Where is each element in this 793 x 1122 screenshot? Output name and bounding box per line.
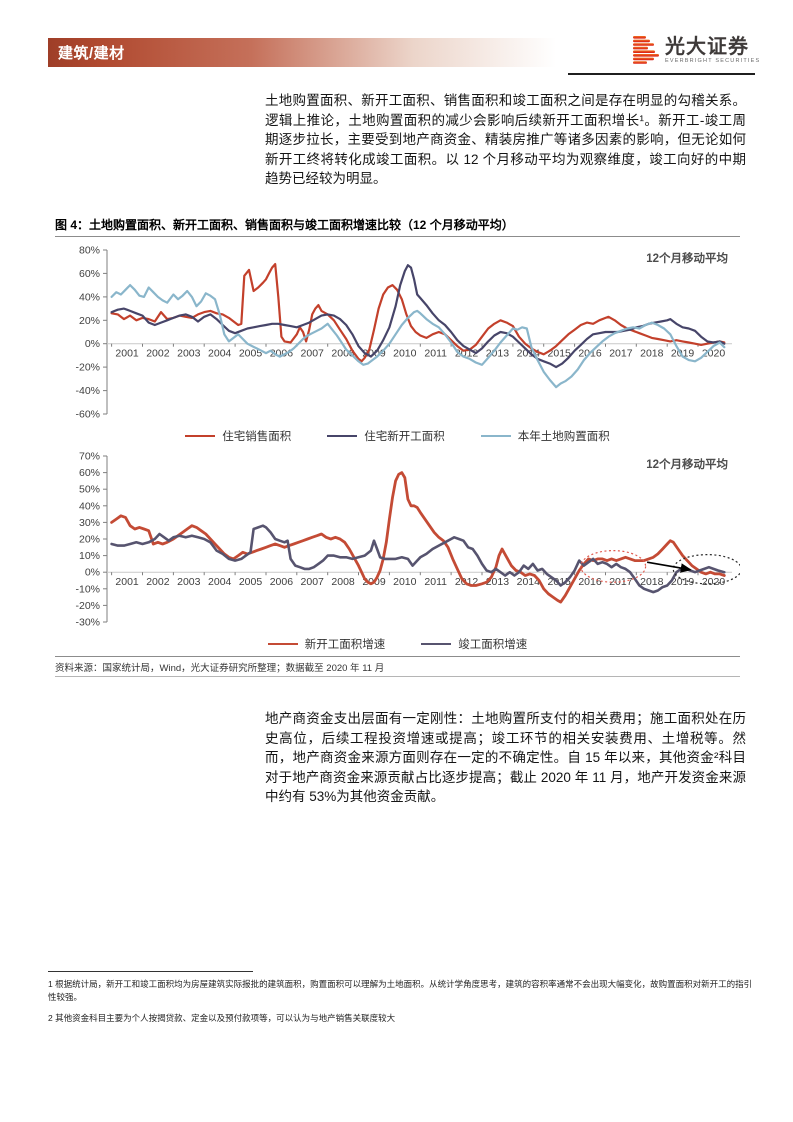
tick-label: 2016 bbox=[578, 576, 602, 588]
tick-label: 2005 bbox=[239, 576, 263, 588]
body-paragraph-2: 地产商资金支出层面有一定刚性：土地购置所支付的相关费用；施工面积处在历史高位，后… bbox=[265, 711, 746, 804]
tick-label: -30% bbox=[75, 617, 100, 629]
tick-label: 2007 bbox=[301, 348, 325, 360]
tick-label: 2003 bbox=[177, 576, 201, 588]
legend-swatch bbox=[185, 435, 216, 437]
tick-label: 50% bbox=[79, 484, 100, 496]
legend-swatch bbox=[480, 435, 511, 437]
brand-name: 光大证券 bbox=[665, 36, 749, 59]
tick-label: 30% bbox=[79, 517, 100, 529]
figure-title: 图 4：土地购置面积、新开工面积、销售面积与竣工面积增速比较（12 个月移动平均… bbox=[55, 218, 514, 232]
chart-inset-title: 12个月移动平均 bbox=[646, 251, 728, 265]
tick-label: 2004 bbox=[208, 348, 232, 360]
annotation-arrow bbox=[646, 561, 692, 573]
legend-swatch bbox=[421, 643, 452, 645]
section-title: 建筑/建材 bbox=[58, 45, 125, 62]
figure-source-note: 资料来源：国家统计局，Wind，光大证券研究所整理；数据截至 2020 年 11… bbox=[55, 663, 385, 674]
source-top-divider bbox=[55, 656, 740, 657]
tick-label: 2019 bbox=[671, 576, 695, 588]
tick-label: 2008 bbox=[331, 348, 355, 360]
figure-top-divider bbox=[55, 236, 740, 237]
tick-label: -60% bbox=[75, 409, 100, 421]
tick-label: 2017 bbox=[609, 348, 633, 360]
annotation-ellipse bbox=[580, 549, 647, 583]
tick-label: 10% bbox=[79, 550, 100, 562]
tick-label: 2005 bbox=[239, 348, 263, 360]
footnote-2: 2 其他资金科目主要为个人按揭贷款、定金以及预付款项等，可以认为与地产销售关联度… bbox=[48, 1013, 396, 1023]
tick-label: -10% bbox=[75, 583, 100, 595]
tick-label: -20% bbox=[75, 600, 100, 612]
brand-logo: 光大证券 EVERBRIGHT SECURITIES bbox=[633, 36, 760, 66]
series-line bbox=[110, 471, 726, 604]
legend-item: 本年土地购置面积 bbox=[480, 428, 610, 444]
legend-swatch bbox=[267, 643, 298, 645]
tick-label: 20% bbox=[79, 315, 100, 327]
tick-label: 80% bbox=[79, 245, 100, 257]
tick-label: 0% bbox=[85, 338, 100, 350]
tick-label: 2014 bbox=[517, 576, 541, 588]
tick-label: 2006 bbox=[270, 348, 294, 360]
chart-inset-title: 12个月移动平均 bbox=[646, 457, 728, 471]
tick-label: 60% bbox=[79, 467, 100, 479]
tick-label: 40% bbox=[79, 500, 100, 512]
body-paragraph-1: 土地购置面积、新开工面积、销售面积和竣工面积之间是存在明显的勾稽关系。逻辑上推论… bbox=[265, 93, 746, 186]
tick-label: 2017 bbox=[609, 576, 633, 588]
legend-item: 新开工面积增速 bbox=[267, 636, 386, 652]
legend-item: 竣工面积增速 bbox=[421, 636, 527, 652]
tick-label: -20% bbox=[75, 362, 100, 374]
legend-label: 新开工面积增速 bbox=[304, 639, 386, 651]
tick-label: 2018 bbox=[640, 348, 664, 360]
tick-label: -40% bbox=[75, 385, 100, 397]
tick-label: 2006 bbox=[270, 576, 294, 588]
legend-label: 本年土地购置面积 bbox=[517, 431, 610, 443]
tick-label: 2007 bbox=[301, 576, 325, 588]
tick-label: 2019 bbox=[671, 348, 695, 360]
legend-item: 住宅新开工面积 bbox=[327, 428, 445, 444]
tick-label: 2002 bbox=[146, 348, 170, 360]
chart-canvas: 70% 60% 50% 40% 30% 20% 10% 0% -10% -20% -30% 2001 2… bbox=[75, 451, 742, 629]
tick-label: 2015 bbox=[548, 348, 572, 360]
tick-label: 60% bbox=[79, 268, 100, 280]
tick-label: 2004 bbox=[208, 576, 232, 588]
series-line bbox=[110, 284, 726, 389]
legend-label: 住宅销售面积 bbox=[222, 431, 292, 443]
chart-area-growth-comparison: 80% 60% 40% 20% 0% -20% -40% -60% 2001 2002 2003 20… bbox=[55, 242, 740, 444]
tick-label: 2003 bbox=[177, 348, 201, 360]
tick-label: 20% bbox=[79, 534, 100, 546]
footnote-divider bbox=[48, 971, 253, 972]
everbright-logo-icon bbox=[633, 36, 659, 64]
legend-label: 住宅新开工面积 bbox=[364, 431, 445, 443]
tick-label: 2013 bbox=[486, 348, 510, 360]
tick-label: 2010 bbox=[393, 348, 417, 360]
series-line bbox=[110, 524, 726, 594]
header-divider bbox=[568, 73, 755, 75]
chart-legend: 新开工面积增速 竣工面积增速 bbox=[55, 636, 740, 652]
legend-label: 竣工面积增速 bbox=[458, 639, 528, 651]
tick-label: 40% bbox=[79, 291, 100, 303]
tick-label: 2002 bbox=[146, 576, 170, 588]
source-bottom-divider bbox=[55, 676, 740, 677]
tick-label: 2008 bbox=[331, 576, 355, 588]
tick-label: 2018 bbox=[640, 576, 664, 588]
tick-label: 2001 bbox=[115, 576, 139, 588]
legend-swatch bbox=[327, 435, 358, 437]
legend-item: 住宅销售面积 bbox=[185, 428, 291, 444]
footnote-1: 1 根据统计局，新开工和竣工面积均为房屋建筑实际报批的建筑面积，购置面积可以理解… bbox=[48, 979, 753, 1002]
tick-label: 70% bbox=[79, 451, 100, 463]
chart-starts-vs-completions: 70% 60% 50% 40% 30% 20% 10% 0% -10% -20% -30% 2001 2… bbox=[55, 448, 742, 652]
chart-legend: 住宅销售面积 住宅新开工面积 本年土地购置面积 bbox=[55, 428, 740, 444]
tick-label: 2011 bbox=[424, 576, 447, 588]
chart-canvas: 80% 60% 40% 20% 0% -20% -40% -60% 2001 2002 2003 20… bbox=[75, 245, 732, 421]
tick-label: 2011 bbox=[424, 348, 447, 360]
tick-label: 2010 bbox=[393, 576, 417, 588]
series-line bbox=[110, 263, 726, 363]
tick-label: 2020 bbox=[702, 576, 726, 588]
tick-label: 2001 bbox=[115, 348, 139, 360]
tick-label: 0% bbox=[85, 567, 100, 579]
brand-subtitle: EVERBRIGHT SECURITIES bbox=[665, 58, 761, 65]
tick-label: 2013 bbox=[486, 576, 510, 588]
section-header-band: 建筑/建材 bbox=[48, 38, 556, 67]
